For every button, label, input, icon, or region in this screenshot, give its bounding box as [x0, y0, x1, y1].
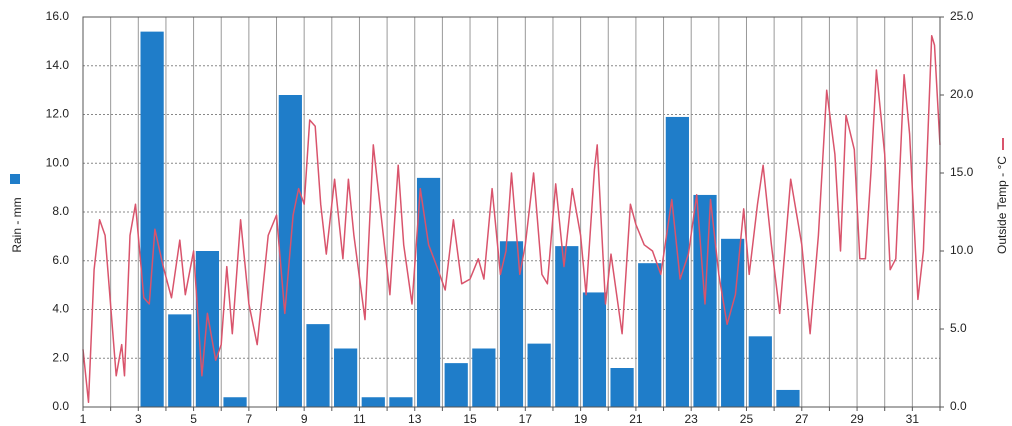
- x-tick-label: 1: [80, 412, 87, 426]
- x-tick-label: 31: [906, 412, 920, 426]
- bar: [555, 246, 579, 407]
- bar: [610, 368, 634, 407]
- temperature-line: [82, 34, 941, 404]
- bar: [223, 397, 247, 407]
- x-tick-label: 21: [629, 412, 643, 426]
- x-tick-label: 17: [519, 412, 533, 426]
- bar: [416, 177, 441, 407]
- y-tick-label: 0.0: [52, 399, 69, 413]
- y2-tick-label: 5.0: [950, 321, 967, 335]
- bar: [168, 314, 192, 407]
- bar: [472, 348, 496, 407]
- x-tick-label: 23: [685, 412, 699, 426]
- y2-axis-title: Outside Temp - °C: [995, 156, 1009, 254]
- y2-tick-label: 25.0: [950, 9, 974, 23]
- bar: [721, 238, 745, 407]
- bar: [527, 343, 551, 407]
- bar: [361, 397, 385, 407]
- y-axis-title: Rain - mm: [10, 197, 24, 252]
- x-tick-label: 5: [190, 412, 197, 426]
- y2-tick-label: 10.0: [950, 243, 974, 257]
- bar: [748, 336, 772, 407]
- y2-tick-label: 15.0: [950, 165, 974, 179]
- x-tick-label: 19: [574, 412, 588, 426]
- x-tick-label: 27: [795, 412, 809, 426]
- x-tick-label: 15: [463, 412, 477, 426]
- bar: [334, 348, 358, 407]
- y-tick-label: 2.0: [52, 350, 69, 364]
- y-tick-label: 4.0: [52, 302, 69, 316]
- x-tick-label: 3: [135, 412, 142, 426]
- bar: [582, 292, 607, 407]
- plot-frame: [82, 16, 941, 408]
- x-tick-label: 7: [246, 412, 253, 426]
- bar: [140, 31, 164, 407]
- y-tick-label: 8.0: [52, 204, 69, 218]
- bar: [499, 241, 524, 407]
- x-tick-label: 9: [301, 412, 308, 426]
- y-tick-label: 12.0: [46, 107, 70, 121]
- bar: [444, 363, 468, 407]
- bar: [776, 389, 800, 407]
- bar: [389, 397, 413, 407]
- bar: [306, 324, 330, 407]
- x-tick-label: 11: [353, 412, 366, 426]
- x-tick-label: 13: [408, 412, 422, 426]
- x-tick-label: 25: [740, 412, 754, 426]
- y-tick-label: 16.0: [46, 9, 70, 23]
- y-tick-label: 6.0: [52, 253, 69, 267]
- y-tick-label: 14.0: [46, 58, 70, 72]
- bar: [638, 263, 662, 407]
- rain-legend-swatch: [10, 174, 20, 184]
- y2-tick-label: 20.0: [950, 87, 974, 101]
- bar: [665, 116, 689, 407]
- y2-tick-label: 0.0: [950, 399, 967, 413]
- x-tick-label: 29: [850, 412, 864, 426]
- y-tick-label: 10.0: [46, 155, 70, 169]
